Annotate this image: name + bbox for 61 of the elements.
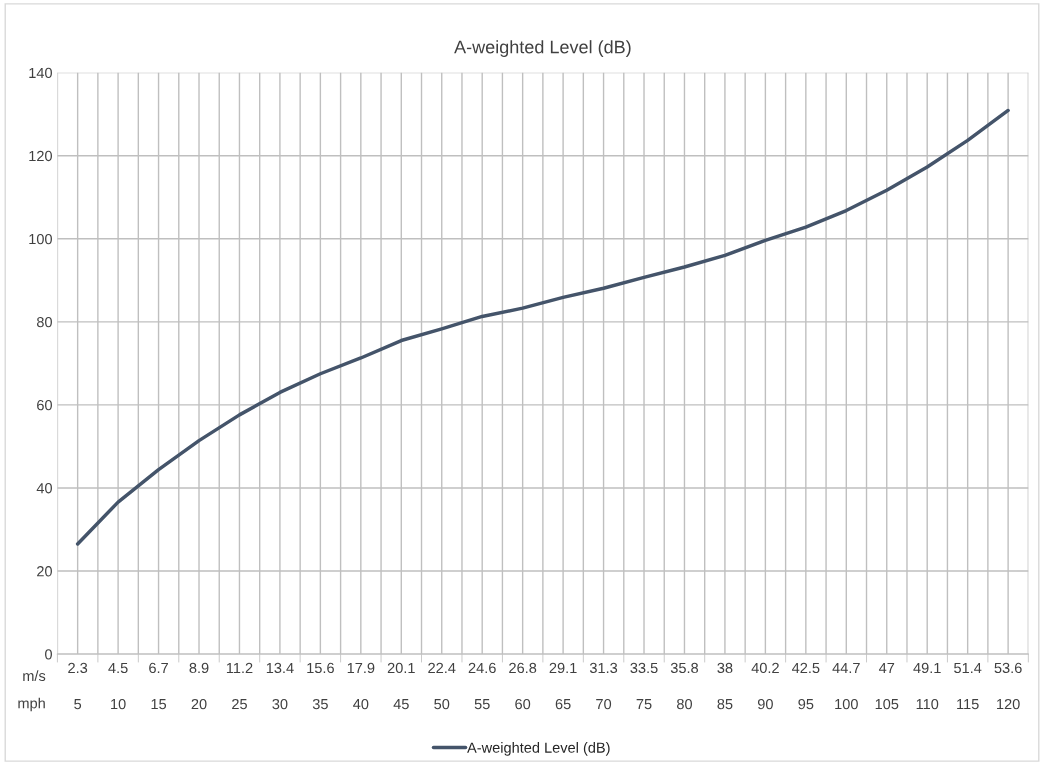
x-tick-label: 2.3: [68, 662, 88, 674]
y-tick-label: 40: [36, 483, 52, 494]
x2-tick-label: 60: [515, 698, 531, 710]
chart-title: A-weighted Level (dB): [454, 40, 631, 57]
y-tick-label: 20: [37, 566, 52, 577]
x-tick-label: 33.5: [630, 662, 658, 674]
x2-tick-label: 65: [555, 698, 571, 710]
x2-axis-title: mph: [18, 697, 45, 712]
x2-tick-label: 70: [596, 698, 612, 710]
x-tick-label: 20.1: [387, 662, 415, 674]
legend-label: A-weighted Level (dB): [467, 742, 610, 756]
x-tick-label: 38: [717, 662, 733, 674]
y-tick-label: 0: [45, 649, 52, 660]
x-tick-label: 11.2: [226, 662, 253, 673]
x-tick-label: 22.4: [428, 662, 456, 673]
x-tick-label: 31.3: [589, 662, 618, 674]
x-tick-label: 53.6: [994, 662, 1022, 674]
x2-tick-label: 90: [757, 698, 773, 710]
x2-tick-label: 5: [74, 699, 82, 710]
x2-tick-label: 120: [997, 698, 1020, 710]
x-tick-label: 29.1: [549, 662, 577, 674]
x2-tick-label: 80: [677, 698, 693, 710]
y-tick-label: 100: [29, 233, 52, 245]
y-tick-label: 60: [37, 400, 52, 411]
x2-tick-label: 95: [798, 698, 814, 710]
x2-tick-label: 35: [312, 698, 328, 710]
x-tick-label: 47: [878, 662, 895, 673]
x2-tick-label: 110: [916, 698, 939, 710]
x-tick-label: 35.8: [670, 662, 699, 674]
y-tick-label: 140: [29, 67, 52, 79]
x2-tick-label: 20: [191, 698, 207, 710]
x-tick-label: 17.9: [347, 662, 375, 674]
x-tick-label: 26.8: [509, 662, 537, 674]
x-axis-title: m/s: [23, 670, 46, 682]
x-tick-label: 40.2: [751, 662, 779, 674]
x-tick-label: 6.7: [149, 662, 168, 674]
y-tick-label: 120: [29, 150, 52, 162]
x2-tick-label: 85: [717, 698, 733, 710]
x-tick-label: 44.7: [832, 662, 860, 673]
x2-tick-label: 55: [474, 699, 490, 710]
x-tick-label: 15.6: [307, 662, 334, 674]
line-series: [75, 108, 1010, 546]
x2-tick-label: 115: [957, 699, 979, 710]
x-tick-label: 13.4: [266, 662, 294, 674]
x-tick-label: 4.5: [108, 662, 128, 674]
x2-tick-label: 75: [636, 699, 652, 710]
x-tick-label: 51.4: [954, 662, 982, 674]
x-tick-label: 8.9: [189, 662, 209, 674]
x2-tick-label: 105: [875, 698, 899, 710]
x2-tick-label: 50: [434, 698, 450, 710]
x2-tick-label: 15: [151, 699, 167, 710]
x2-tick-label: 45: [393, 699, 409, 710]
x2-tick-label: 40: [353, 698, 369, 710]
x-tick-label: 42.5: [791, 662, 820, 674]
x2-tick-label: 10: [111, 698, 126, 710]
y-tick-label: 80: [36, 316, 52, 328]
x2-tick-label: 30: [272, 698, 288, 710]
x2-tick-label: 100: [835, 698, 858, 710]
x2-tick-label: 25: [232, 698, 247, 710]
x-tick-label: 49.1: [913, 662, 941, 674]
x-tick-label: 24.6: [468, 662, 496, 674]
